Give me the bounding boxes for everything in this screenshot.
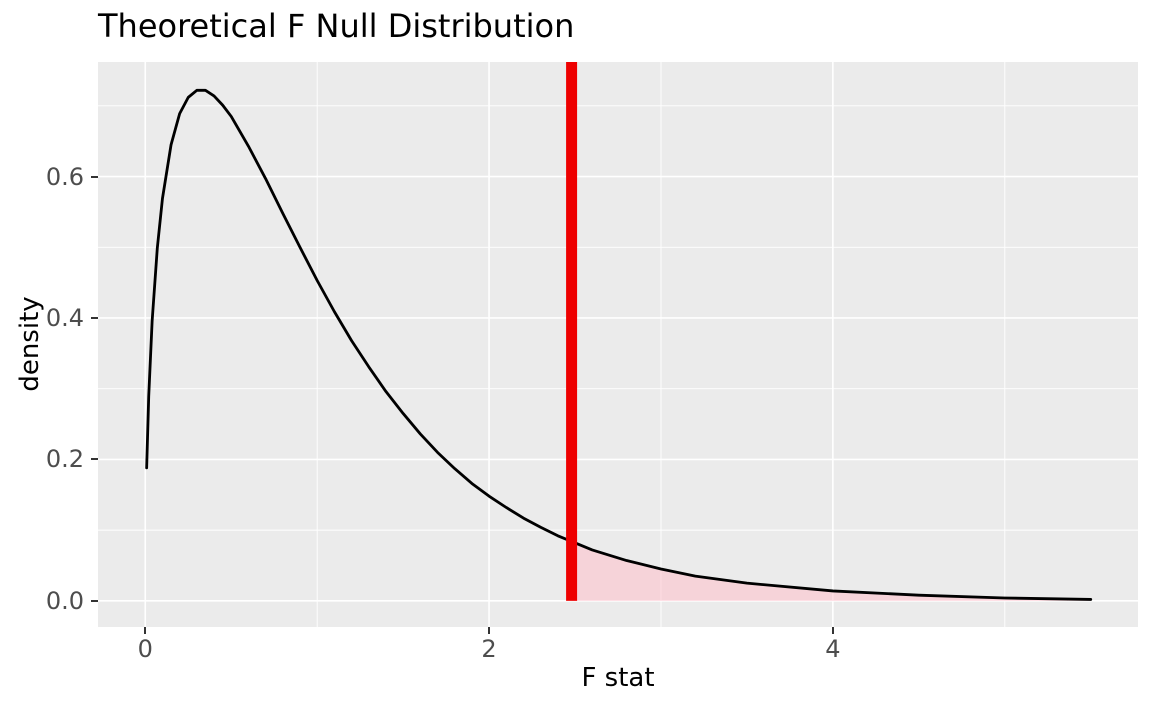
y-tick-mark <box>91 316 98 319</box>
plot-title: Theoretical F Null Distribution <box>98 7 575 45</box>
x-tick-label: 2 <box>481 635 497 663</box>
x-tick-label: 0 <box>137 635 153 663</box>
y-tick-label: 0.0 <box>45 586 84 615</box>
plot-canvas <box>98 62 1138 627</box>
x-tick-label: 4 <box>825 635 841 663</box>
x-tick-mark <box>488 627 491 634</box>
y-tick-label: 0.2 <box>45 445 84 474</box>
y-tick-mark <box>91 599 98 602</box>
x-tick-mark <box>144 627 147 634</box>
y-tick-label: 0.4 <box>45 303 84 332</box>
plot-panel <box>98 62 1138 627</box>
density-curve <box>145 88 1093 601</box>
y-tick-label: 0.6 <box>45 162 84 191</box>
y-tick-mark <box>91 458 98 461</box>
shaded-tail-area <box>571 541 1091 601</box>
x-tick-mark <box>831 627 834 634</box>
observed-f-line <box>566 62 578 601</box>
y-tick-mark <box>91 175 98 178</box>
x-axis-title: F stat <box>581 663 655 693</box>
